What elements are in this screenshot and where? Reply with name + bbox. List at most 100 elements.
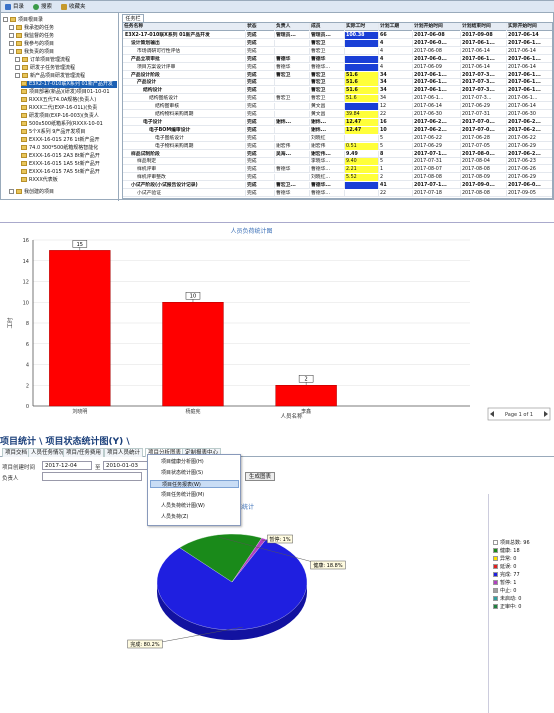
menu-item-task-report[interactable]: 项目任务报表(W) — [150, 480, 239, 488]
tab-report-center[interactable]: 定制报表中心 — [182, 448, 222, 457]
tab-task-bar[interactable]: 任务栏 — [122, 14, 144, 22]
table-cell: 2017-06-1... — [507, 79, 552, 86]
tree-item-selected[interactable]: E3X2-17-010联X系列 01新产品开发 — [21, 81, 117, 88]
table-cell: 2.21 — [345, 166, 379, 174]
tree-item[interactable]: 我承担的任务 — [9, 25, 54, 32]
column-header[interactable]: 计划工期 — [379, 23, 413, 31]
table-row[interactable]: 样品试制阶段 完成 吴海... 谢宏伟... 9.49 8 2017-07-1... 2017… — [123, 150, 552, 158]
tab-search[interactable]: 搜索 — [31, 3, 55, 12]
table-row[interactable]: 结构设计 完成 曹宏卫 51.6 34 2017-06-1... 2017-07-3... 2… — [123, 87, 552, 95]
table-cell: 2017-09-05 — [507, 190, 552, 197]
tree-item[interactable]: 我创建的项目 — [9, 189, 54, 196]
table-cell: 2017-06-30 — [413, 111, 461, 118]
menu-item-person-load[interactable]: 人员负荷统计图(W) — [161, 503, 205, 509]
tree-item[interactable]: 研发项目(EXP-16-003)(负责人 — [21, 113, 99, 120]
to-label: 至 — [95, 465, 101, 471]
table-row[interactable]: 电子BOM编审设计 完成 谢炜... 12.47 10 2017-06-2... 2017-… — [123, 126, 552, 134]
table-row[interactable]: 产品设计 完成 曹宏卫 51.6 34 2017-06-1... 2017-07-3... 2… — [123, 79, 552, 87]
table-row[interactable]: 产品设计阶段 完成 曹宏卫 曹宏卫 51.6 34 2017-06-1... 2017-07-… — [123, 71, 552, 79]
tab-project-costs[interactable]: 项目/任务费用 — [63, 448, 104, 457]
menu-item-person-burden[interactable]: 人员负荷(Z) — [161, 514, 189, 520]
tree-item[interactable]: EXXX-16-015 7A5 5t新产品开 — [21, 169, 100, 176]
tree-item[interactable]: EXXX-16-01S 276 1t新产品开 — [21, 137, 100, 144]
table-cell: 电子设计 — [123, 118, 246, 126]
end-date-input[interactable]: 2010-01-03 — [103, 461, 153, 470]
tree-item[interactable]: 74.0 300*500纸箱规格智能化 — [21, 145, 98, 152]
tree-item[interactable]: 我负责的项目 — [9, 49, 54, 56]
column-header[interactable]: 实际工时 — [345, 23, 379, 31]
tree-item[interactable]: 新产品项目研发管理流程 — [15, 73, 85, 80]
table-row[interactable]: 小试产阶段(小试报告设计记录) 完成 曹宏卫... 曹德华... 41 2017-07-1… — [123, 182, 552, 190]
table-row[interactable]: 样机评审 完成 曹德华 曹德华... 2.21 1 2017-08-07 2017-08-08… — [123, 166, 552, 174]
table-row[interactable]: 市场调研可行性评估 完成 曹宏卫 4 2017-06-08 2017-06-14 2017-… — [123, 47, 552, 55]
legend-label: 项目总数: 96 — [500, 540, 530, 546]
tree-item[interactable]: EXXX-16-015 1A5 5t新产品开 — [21, 161, 100, 168]
table-row[interactable]: 样品制定 完成 李晓华... 9.40 5 2017-07-31 2017-08-04 201… — [123, 158, 552, 166]
table-row[interactable]: 样机评审整改 完成 刘晓红... 5.52 2 2017-08-08 2017-08-09 2… — [123, 174, 552, 182]
table-cell: 2017-08-09 — [461, 174, 507, 182]
table-cell: 2017-06-14 — [507, 64, 552, 71]
chart-type-menu: 项目健康分析图(H) 项目状态统计图(S) 项目任务报表(W) 项目任务统计图(… — [147, 454, 241, 526]
table-row[interactable]: 电子物料采购周期 完成 谢宏伟 谢宏伟 0.51 5 2017-06-29 2017-07-0… — [123, 142, 552, 150]
column-header[interactable]: 状态 — [246, 23, 275, 31]
pager — [487, 407, 551, 421]
tree-item[interactable]: 研发子任务管理流程 — [15, 65, 75, 72]
table-row[interactable]: 项目方案设计评审 完成 曹德华 曹德华... 4 2017-06-09 2017-06-14… — [123, 63, 552, 71]
tree-item[interactable]: 项目根目录 — [3, 17, 43, 24]
slice-label: 暂停: 1% — [269, 536, 290, 543]
column-header[interactable]: 计划开始时间 — [413, 23, 461, 31]
owner-input[interactable] — [42, 472, 142, 481]
table-row[interactable]: 结构物料采购周期 完成 黄文昌 39.84 22 2017-06-30 2017-07-31… — [123, 111, 552, 118]
search-icon — [33, 4, 39, 10]
table-row[interactable]: 电子图纸设计 完成 刘晓红 5 2017-06-22 2017-06-28 2017-06-… — [123, 134, 552, 142]
table-cell: 完成 — [246, 118, 275, 126]
table-row[interactable]: 产品立项审批 完成 曹德华 曹德华 4 2017-06-0... 2017-06-1... 2… — [123, 55, 552, 63]
table-row[interactable]: 结构图审核 完成 黄文昌 12 2017-06-14 2017-06-29 2017-06-… — [123, 103, 552, 111]
table-cell: 2017-06-0... — [507, 182, 552, 189]
tree-item[interactable]: RXXX五代74.0A规格(负责人) — [21, 97, 96, 104]
table-row[interactable]: 小试产验证 完成 曹德华 曹德华... 22 2017-07-18 2017-08-08 20… — [123, 190, 552, 197]
table-cell: 39.84 — [345, 111, 379, 118]
tab-person-tasks[interactable]: 人员任务情况 — [28, 448, 68, 457]
start-date-input[interactable]: 2017-12-04 — [42, 461, 92, 470]
slice-label: 完成: 80.2% — [130, 641, 159, 648]
tree-item[interactable]: 5个X系列 9产品开发项目 — [21, 129, 85, 136]
table-row[interactable]: E3X2-17-010联X系列 01新产品开发 完成 管理员... 管理员... 100… — [123, 32, 552, 39]
tab-project-docs[interactable]: 项目交档 — [2, 448, 31, 457]
menu-item-status[interactable]: 项目状态统计图(S) — [161, 470, 204, 476]
column-header[interactable]: 成员 — [310, 23, 345, 31]
tree-item[interactable]: RXXX二代(EXP-16-01L)(负责 — [21, 105, 97, 112]
legend-swatch — [493, 572, 498, 577]
table-row[interactable]: 设计策划输出 完成 曹宏卫 4 2017-06-0... 2017-06-1... 2017… — [123, 39, 552, 47]
table-cell — [275, 158, 310, 166]
tree-item[interactable]: 我监督的任务 — [9, 33, 54, 40]
column-header[interactable]: 计划结束时间 — [461, 23, 507, 31]
menu-item-health[interactable]: 项目健康分析图(H) — [161, 459, 204, 465]
table-cell: 2017-06-29 — [413, 142, 461, 150]
table-cell: 2017-06-22 — [413, 134, 461, 142]
table-row[interactable]: 结构图纸设计 完成 曹宏卫 曹宏卫 51.6 34 2017-06-1... 2017-07-… — [123, 95, 552, 103]
table-cell: 2017-06-1... — [461, 39, 507, 47]
tree-item[interactable]: RXXX代表板 — [21, 177, 58, 184]
tree-item[interactable]: 500x500纸箱系列(RXXX-10-01 — [21, 121, 103, 128]
table-cell: 完成 — [246, 166, 275, 174]
tab-project-people[interactable]: 项目人员统计 — [104, 448, 144, 457]
tree-item[interactable]: 项目部署(新品)(研发)项目01-10-01 — [21, 89, 110, 96]
table-row[interactable]: 电子设计 完成 谢炜... 谢炜... 12.47 16 2017-06-2... 2017-… — [123, 118, 552, 126]
data-label: 15 — [77, 242, 83, 248]
column-header[interactable]: 负责人 — [275, 23, 310, 31]
column-header[interactable]: 任务名称 — [123, 23, 246, 31]
table-cell: 51.6 — [345, 95, 379, 103]
tree-item[interactable]: EXXX-16-015 2A3 8t新产品开 — [21, 153, 100, 160]
menu-item-task-stats[interactable]: 项目任务统计图(M) — [161, 492, 205, 498]
generate-chart-button[interactable]: 生成图表 — [245, 472, 276, 481]
table-cell: 曹宏卫... — [275, 182, 310, 190]
tree-item[interactable]: 订单项目管理流程 — [15, 57, 70, 64]
column-header[interactable]: 实际开始时间 — [507, 23, 552, 31]
filter-row: 项目创建时间 2017-12-04 至 2010-01-03 负责人 生成图表 — [0, 460, 554, 482]
data-label-box — [298, 375, 314, 383]
tree-item[interactable]: 我参与的项目 — [9, 41, 54, 48]
tab-favorites[interactable]: 收藏夹 — [59, 3, 89, 12]
table-cell: 2017-06-1... — [507, 56, 552, 63]
tab-directory[interactable]: 目录 — [3, 3, 27, 12]
